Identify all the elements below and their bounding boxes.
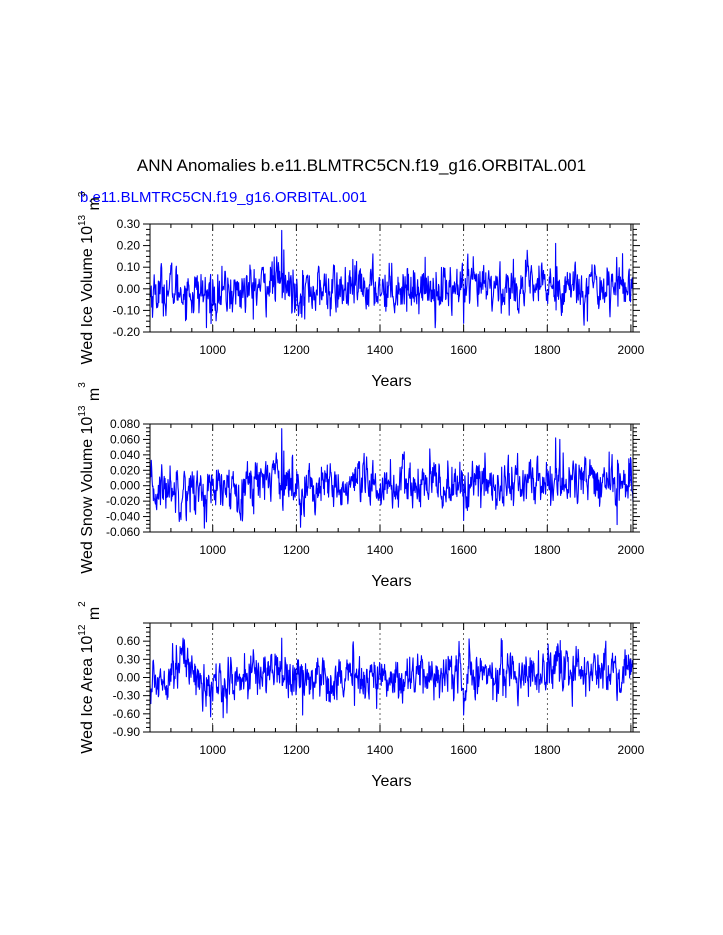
y-axis-label: Wed Ice Volume 1013 m3 xyxy=(77,191,103,364)
x-tick-label: 1800 xyxy=(534,343,561,357)
y-tick-label: 0.10 xyxy=(117,260,141,274)
y-axis-label-part: Wed Ice Area 10 xyxy=(79,636,96,754)
y-tick-label: -0.20 xyxy=(113,325,141,339)
y-tick-label: 0.00 xyxy=(117,282,141,296)
x-axis-label: Years xyxy=(371,373,411,390)
series-line-snow-volume xyxy=(149,428,634,529)
y-axis-label-part: m xyxy=(86,197,103,215)
x-tick-label: 1800 xyxy=(534,743,561,757)
chart-panel-ice-area: 1000 1200 1400 1600 1800 2000 -0.90 -0.60 -0.30 0… xyxy=(77,601,645,790)
y-axis-label-exponent: 2 xyxy=(77,601,88,607)
figure-title: ANN Anomalies b.e11.BLMTRC5CN.f19_g16.OR… xyxy=(136,156,587,175)
y-tick-label: -0.060 xyxy=(106,525,140,539)
chart-panel-ice-volume: 1000 1200 1400 1600 1800 2000 -0.20 -0.10 0.00 0.… xyxy=(77,191,645,390)
series-line-ice-volume xyxy=(149,229,634,329)
y-axis-label-exponent: 3 xyxy=(77,382,88,388)
y-tick-label: -0.90 xyxy=(113,725,141,739)
y-axis-label-part: m xyxy=(86,607,103,625)
x-tick-label: 1200 xyxy=(283,743,310,757)
y-tick-label: 0.20 xyxy=(117,239,141,253)
y-tick-label: 0.30 xyxy=(117,652,141,666)
y-axis-label: Wed Snow Volume 1013 m3 xyxy=(77,382,103,574)
x-tick-label: 1200 xyxy=(283,343,310,357)
y-tick-label: 0.040 xyxy=(110,448,140,462)
x-tick-label: 1000 xyxy=(199,743,226,757)
x-tick-label: 1600 xyxy=(450,543,477,557)
y-tick-label: -0.60 xyxy=(113,707,141,721)
x-tick-label: 1400 xyxy=(367,543,394,557)
series-line-ice-area xyxy=(149,637,634,719)
y-tick-label: -0.040 xyxy=(106,510,140,524)
y-tick-label: -0.10 xyxy=(113,303,141,317)
x-axis-label: Years xyxy=(371,573,411,590)
y-tick-label: 0.060 xyxy=(110,432,140,446)
y-axis-label-part: m xyxy=(86,388,103,406)
y-tick-label: 0.000 xyxy=(110,479,140,493)
x-tick-label: 1200 xyxy=(283,543,310,557)
x-tick-label: 2000 xyxy=(618,543,645,557)
y-axis-label-part: Wed Ice Volume 10 xyxy=(79,226,96,365)
case-label: b.e11.BLMTRC5CN.f19_g16.ORBITAL.001 xyxy=(80,189,368,206)
x-tick-label: 2000 xyxy=(618,343,645,357)
x-axis-label: Years xyxy=(371,773,411,790)
y-tick-label: -0.30 xyxy=(113,689,141,703)
y-axis-label-exponent: 3 xyxy=(77,191,88,197)
y-axis-label: Wed Ice Area 1012 m2 xyxy=(77,601,103,754)
x-tick-label: 1000 xyxy=(199,543,226,557)
y-tick-label: 0.080 xyxy=(110,417,140,431)
y-axis-label-exponent: 12 xyxy=(77,624,88,636)
y-tick-label: 0.30 xyxy=(117,217,141,231)
y-axis-label-exponent: 13 xyxy=(77,405,88,417)
x-tick-label: 2000 xyxy=(618,743,645,757)
chart-panel-snow-volume: 1000 1200 1400 1600 1800 2000 -0.060-0.040 -0.0… xyxy=(77,382,645,590)
y-tick-label: -0.020 xyxy=(106,494,140,508)
y-axis-label-exponent: 13 xyxy=(77,214,88,226)
y-axis-label-part: Wed Snow Volume 10 xyxy=(79,417,96,574)
y-tick-label: 0.020 xyxy=(110,463,140,477)
y-tick-label: 0.00 xyxy=(117,671,141,685)
x-tick-label: 1800 xyxy=(534,543,561,557)
x-tick-label: 1600 xyxy=(450,743,477,757)
x-tick-label: 1000 xyxy=(199,343,226,357)
x-tick-label: 1600 xyxy=(450,343,477,357)
x-tick-label: 1400 xyxy=(367,743,394,757)
y-tick-label: 0.60 xyxy=(117,634,141,648)
x-tick-label: 1400 xyxy=(367,343,394,357)
